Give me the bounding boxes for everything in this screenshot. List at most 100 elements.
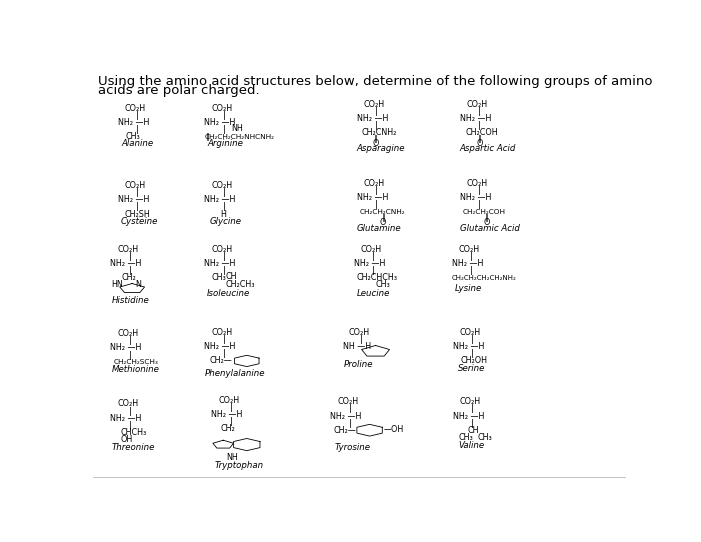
Text: |: | <box>222 350 226 358</box>
Text: CH₂: CH₂ <box>220 424 235 434</box>
Text: NH₂ —H: NH₂ —H <box>205 342 236 351</box>
Text: NH —H: NH —H <box>343 342 371 351</box>
Text: NH₂ —H: NH₂ —H <box>111 259 142 268</box>
Text: |: | <box>135 202 139 211</box>
Text: NH₂ —H: NH₂ —H <box>205 118 236 127</box>
Text: |: | <box>374 121 378 130</box>
Text: CO₂H: CO₂H <box>361 245 382 254</box>
Text: NH₂ —H: NH₂ —H <box>118 195 149 204</box>
Text: |: | <box>128 266 132 275</box>
Text: |: | <box>348 404 352 414</box>
Text: acids are polar charged.: acids are polar charged. <box>98 84 260 97</box>
Text: |: | <box>374 107 378 116</box>
Text: CH₂CH₂CH₂CH₂NH₂: CH₂CH₂CH₂CH₂NH₂ <box>451 275 517 281</box>
Text: CH₂OH: CH₂OH <box>461 357 487 365</box>
Text: |: | <box>128 351 132 359</box>
Text: NH₂ —H: NH₂ —H <box>354 259 386 268</box>
Text: |: | <box>470 350 474 358</box>
Text: |: | <box>222 202 226 211</box>
Text: CH₂—: CH₂— <box>333 425 356 435</box>
Text: CH₃: CH₃ <box>212 273 226 282</box>
Text: CO₂H: CO₂H <box>212 181 233 190</box>
Text: CH: CH <box>225 272 236 281</box>
Text: NH: NH <box>226 453 238 462</box>
Text: |: | <box>470 418 474 428</box>
Text: CH₂CH₂CNH₂: CH₂CH₂CNH₂ <box>359 209 405 215</box>
Text: HN: HN <box>111 280 123 289</box>
Text: CO₂H: CO₂H <box>338 397 359 406</box>
Text: NH₂ —H: NH₂ —H <box>205 259 236 268</box>
Text: O: O <box>476 139 482 148</box>
Text: Proline: Proline <box>344 360 374 369</box>
Text: |: | <box>222 266 226 275</box>
Text: Leucine: Leucine <box>357 289 390 298</box>
Text: Glutamine: Glutamine <box>357 224 401 233</box>
Text: CH₃: CH₃ <box>125 132 140 141</box>
Text: Arginine: Arginine <box>207 139 243 149</box>
Text: NH₂ —H: NH₂ —H <box>212 410 243 420</box>
Text: Glutamic Acid: Glutamic Acid <box>460 224 519 233</box>
Text: CO₂H: CO₂H <box>460 328 481 337</box>
Text: CH₃: CH₃ <box>458 433 473 442</box>
Text: |: | <box>374 201 378 209</box>
Text: |: | <box>128 406 132 416</box>
Text: |: | <box>477 186 481 195</box>
Text: |: | <box>470 404 474 414</box>
Text: CO₂H: CO₂H <box>212 245 233 254</box>
Text: Asparagine: Asparagine <box>357 145 405 153</box>
Text: H: H <box>221 210 226 218</box>
Text: CH₂CH₃: CH₂CH₃ <box>225 280 254 289</box>
Text: Alanine: Alanine <box>122 139 154 149</box>
Text: ∥: ∥ <box>206 132 210 140</box>
Text: |: | <box>470 335 474 344</box>
Text: NH₂ —H: NH₂ —H <box>111 414 142 423</box>
Text: NH₂ —H: NH₂ —H <box>453 342 484 351</box>
Text: CH₃: CH₃ <box>477 433 492 442</box>
Text: CO₂H: CO₂H <box>219 396 240 405</box>
Text: Valine: Valine <box>458 441 484 450</box>
Text: |: | <box>229 403 233 412</box>
Text: |: | <box>470 266 472 275</box>
Text: Isoleucine: Isoleucine <box>207 289 250 298</box>
Text: CO₂H: CO₂H <box>458 245 479 254</box>
Text: O: O <box>380 218 386 227</box>
Text: Histidine: Histidine <box>111 296 149 305</box>
Text: Glycine: Glycine <box>210 217 242 225</box>
Text: —OH: —OH <box>383 425 404 434</box>
Text: CO₂H: CO₂H <box>125 104 146 113</box>
Text: Using the amino acid structures below, determine of the following groups of amin: Using the amino acid structures below, d… <box>98 75 653 88</box>
Text: |: | <box>229 417 233 427</box>
Text: CHCH₃: CHCH₃ <box>121 428 147 437</box>
Text: NH₂ —H: NH₂ —H <box>357 193 388 202</box>
Text: ∥: ∥ <box>374 133 379 142</box>
Text: Tryptophan: Tryptophan <box>215 461 264 470</box>
Text: |: | <box>128 252 132 261</box>
Text: |: | <box>128 421 132 430</box>
Text: CH₂CNH₂: CH₂CNH₂ <box>362 128 397 137</box>
Text: |: | <box>477 107 481 116</box>
Text: CH₂SH: CH₂SH <box>124 210 150 218</box>
Text: NH₂ —H: NH₂ —H <box>453 411 484 421</box>
Text: NH₂ —H: NH₂ —H <box>357 114 388 123</box>
Text: CO₂H: CO₂H <box>467 100 488 109</box>
Text: |: | <box>135 111 139 120</box>
Text: |: | <box>128 337 132 345</box>
Text: CO₂H: CO₂H <box>212 104 233 113</box>
Text: O: O <box>373 139 379 148</box>
Text: CO₂H: CO₂H <box>467 179 488 188</box>
Text: CH₂: CH₂ <box>121 273 136 282</box>
Text: CO₂H: CO₂H <box>118 245 139 254</box>
Text: Methionine: Methionine <box>112 365 160 374</box>
Text: |: | <box>222 111 226 120</box>
Text: CO₂H: CO₂H <box>118 399 139 409</box>
Text: NH₂ —H: NH₂ —H <box>460 114 491 123</box>
Text: |: | <box>359 335 362 344</box>
Text: |: | <box>222 335 226 344</box>
Text: ∥: ∥ <box>477 133 482 142</box>
Text: |: | <box>222 252 226 261</box>
Text: |: | <box>372 252 375 261</box>
Text: CH₂CHCH₃: CH₂CHCH₃ <box>357 273 397 282</box>
Text: ∥: ∥ <box>381 212 386 222</box>
Text: Serine: Serine <box>458 364 486 372</box>
Text: CH₂CH₂COH: CH₂CH₂COH <box>463 209 505 215</box>
